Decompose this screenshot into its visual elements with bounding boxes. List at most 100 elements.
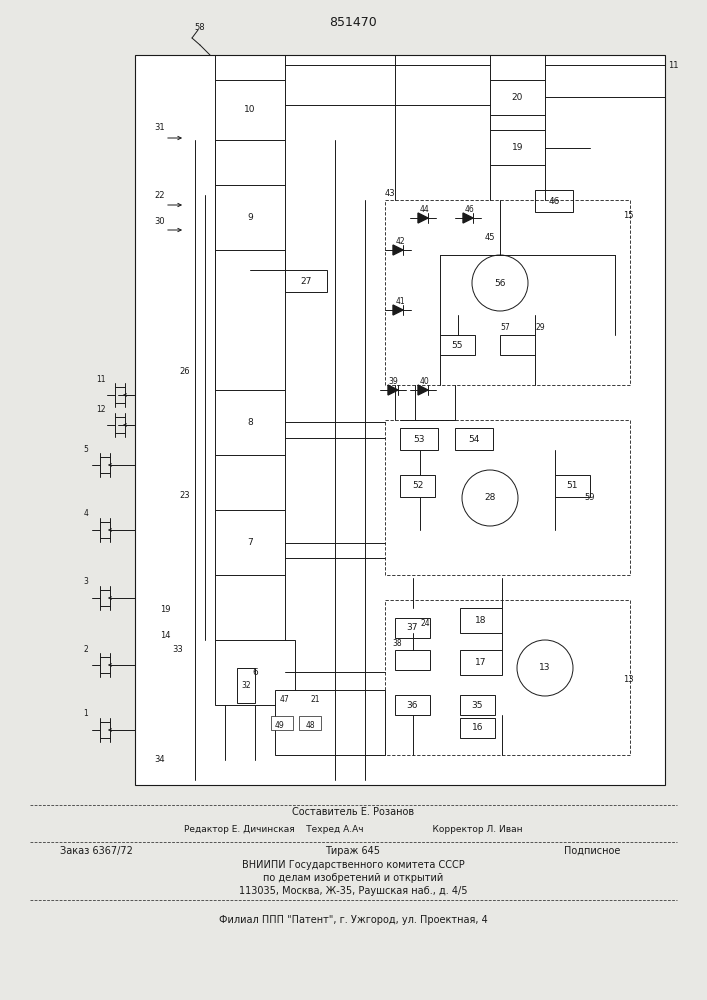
Text: 9: 9	[247, 213, 253, 222]
Bar	[455, 428, 493, 450]
Bar	[400, 428, 438, 450]
Text: Редактор Е. Дичинская    Техред А.Ач                        Корректор Л. Иван: Редактор Е. Дичинская Техред А.Ач Коррек…	[184, 826, 522, 834]
Text: 45: 45	[485, 233, 495, 242]
Bar	[215, 640, 295, 705]
Text: 53: 53	[414, 434, 425, 444]
Text: 17: 17	[475, 658, 486, 667]
Text: 5: 5	[83, 444, 88, 454]
Circle shape	[517, 640, 573, 696]
Text: Тираж 645: Тираж 645	[325, 846, 380, 856]
Text: Заказ 6367/72: Заказ 6367/72	[60, 846, 133, 856]
Text: 6: 6	[252, 668, 258, 677]
Text: Составитель Е. Розанов: Составитель Е. Розанов	[292, 807, 414, 817]
Bar	[490, 130, 545, 165]
Text: 48: 48	[305, 720, 315, 730]
Bar	[299, 716, 321, 730]
Text: 18: 18	[475, 616, 486, 625]
Bar	[237, 668, 255, 703]
Text: 1: 1	[83, 710, 88, 718]
Text: 46: 46	[549, 196, 560, 206]
Bar	[460, 650, 502, 675]
Text: 41: 41	[395, 298, 405, 306]
Text: Филиал ППП "Патент", г. Ужгород, ул. Проектная, 4: Филиал ППП "Патент", г. Ужгород, ул. Про…	[218, 915, 487, 925]
Text: 2: 2	[83, 645, 88, 654]
Text: 113035, Москва, Ж-35, Раушская наб., д. 4/5: 113035, Москва, Ж-35, Раушская наб., д. …	[239, 886, 467, 896]
Bar	[555, 475, 590, 497]
Circle shape	[462, 470, 518, 526]
Bar	[460, 695, 495, 715]
Text: 21: 21	[310, 696, 320, 704]
Text: 51: 51	[567, 482, 578, 490]
Text: 7: 7	[247, 538, 253, 547]
Bar	[490, 80, 545, 115]
Text: 59: 59	[585, 492, 595, 502]
Text: 43: 43	[385, 188, 395, 198]
Bar	[215, 510, 285, 575]
Text: 11: 11	[668, 60, 679, 70]
Text: 24: 24	[420, 618, 430, 628]
Text: 29: 29	[535, 324, 545, 332]
Bar	[385, 420, 630, 575]
Bar	[385, 600, 630, 755]
Text: 46: 46	[465, 206, 475, 215]
Text: 36: 36	[407, 700, 419, 710]
Polygon shape	[388, 385, 398, 395]
Text: 55: 55	[452, 340, 463, 350]
Polygon shape	[393, 305, 403, 315]
Text: 40: 40	[420, 377, 430, 386]
Text: 22: 22	[155, 192, 165, 200]
Bar	[215, 390, 285, 455]
Text: 30: 30	[155, 217, 165, 226]
Text: 4: 4	[83, 510, 88, 518]
Text: 56: 56	[494, 278, 506, 288]
Text: 52: 52	[411, 482, 423, 490]
Polygon shape	[418, 385, 428, 395]
Bar	[400, 475, 435, 497]
Text: 20: 20	[512, 93, 523, 102]
Text: Подписное: Подписное	[563, 846, 620, 856]
Polygon shape	[463, 213, 473, 223]
Bar	[135, 55, 665, 785]
Text: 38: 38	[392, 639, 402, 648]
Text: 34: 34	[155, 756, 165, 764]
Bar	[500, 335, 535, 355]
Text: 28: 28	[484, 493, 496, 502]
Text: 27: 27	[300, 276, 312, 286]
Text: 10: 10	[244, 105, 256, 114]
Text: 58: 58	[194, 23, 205, 32]
Bar	[275, 690, 385, 755]
Bar	[395, 695, 430, 715]
Bar	[215, 185, 285, 250]
Text: 15: 15	[623, 211, 633, 220]
Bar	[440, 335, 475, 355]
Text: 16: 16	[472, 724, 484, 732]
Bar	[215, 80, 285, 140]
Text: 19: 19	[512, 143, 523, 152]
Text: 33: 33	[173, 646, 183, 654]
Bar	[460, 718, 495, 738]
Bar	[395, 650, 430, 670]
Polygon shape	[393, 245, 403, 255]
Text: 19: 19	[160, 605, 170, 614]
Bar	[460, 608, 502, 633]
Text: 851470: 851470	[329, 15, 377, 28]
Text: 31: 31	[155, 123, 165, 132]
Text: 39: 39	[388, 377, 398, 386]
Text: 57: 57	[500, 324, 510, 332]
Bar	[271, 716, 293, 730]
Text: 26: 26	[180, 367, 190, 376]
Text: ВНИИПИ Государственного комитета СССР: ВНИИПИ Государственного комитета СССР	[242, 860, 464, 870]
Text: 8: 8	[247, 418, 253, 427]
Text: 13: 13	[623, 676, 633, 684]
Bar	[385, 200, 630, 385]
Text: 23: 23	[180, 490, 190, 499]
Polygon shape	[418, 213, 428, 223]
Text: по делам изобретений и открытий: по делам изобретений и открытий	[263, 873, 443, 883]
Text: 42: 42	[395, 237, 405, 246]
Text: 37: 37	[407, 624, 419, 633]
Text: 14: 14	[160, 631, 170, 640]
Text: 32: 32	[241, 681, 251, 690]
Text: 54: 54	[468, 434, 479, 444]
Text: 49: 49	[275, 720, 285, 730]
Bar	[395, 618, 430, 638]
